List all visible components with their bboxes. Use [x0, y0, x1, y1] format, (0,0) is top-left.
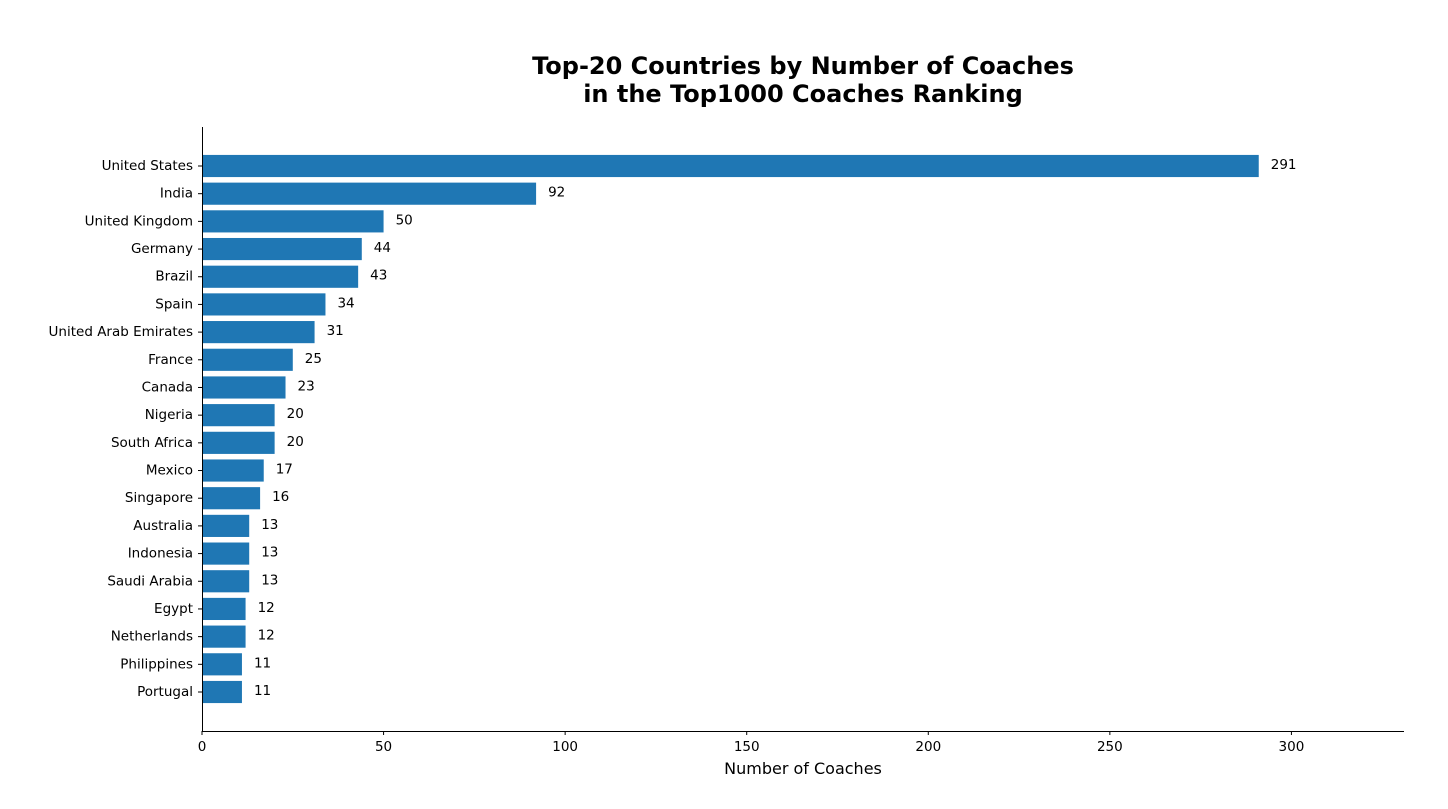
bar: [202, 237, 362, 261]
x-axis-label: Number of Coaches: [724, 759, 882, 778]
y-tick-label: United Kingdom: [85, 213, 193, 229]
data-label: 13: [261, 545, 278, 561]
data-label: 13: [261, 517, 278, 533]
x-tick-label: 50: [375, 739, 392, 755]
y-tick-label: Portugal: [137, 684, 193, 700]
x-tick-label: 300: [1279, 739, 1305, 755]
bar: [202, 625, 246, 648]
data-label: 44: [374, 240, 391, 256]
data-label: 43: [370, 268, 387, 284]
y-tick-label: Philippines: [120, 656, 193, 672]
x-tick-label: 0: [198, 739, 207, 755]
y-tick-label: Singapore: [125, 490, 193, 506]
data-label: 34: [337, 295, 354, 311]
x-tick-label: 150: [734, 739, 760, 755]
bars-group: [202, 154, 1259, 704]
y-tick-label: Netherlands: [111, 629, 193, 645]
data-labels: 291 92 50 44 43 34 31 25 23 20 20 17 16 13 13 13 12 12 11 1…: [254, 157, 1297, 699]
x-tick-label: 250: [1097, 739, 1123, 755]
data-label: 92: [548, 185, 565, 201]
bar: [202, 376, 286, 399]
data-label: 11: [254, 655, 271, 671]
x-tick-label: 100: [552, 739, 578, 755]
data-label: 17: [276, 462, 293, 478]
data-label: 31: [327, 323, 344, 339]
data-label: 12: [258, 628, 275, 644]
y-tick-label: Brazil: [155, 269, 193, 285]
data-label: 13: [261, 572, 278, 588]
data-label: 291: [1271, 157, 1297, 173]
bar: [202, 210, 384, 233]
bar: [202, 321, 315, 344]
y-tick-label: Spain: [155, 296, 193, 312]
bar: [202, 487, 261, 510]
bar: [202, 182, 537, 205]
y-tick-label: India: [160, 186, 193, 202]
chart-title-line-2: in the Top1000 Coaches Ranking: [583, 80, 1023, 108]
bar: [202, 570, 250, 593]
y-tick-label: Mexico: [146, 463, 193, 479]
bar: [202, 348, 293, 371]
y-tick-label: United Arab Emirates: [49, 324, 193, 340]
data-label: 12: [258, 600, 275, 616]
bar: [202, 265, 359, 288]
y-tick-label: Indonesia: [128, 546, 193, 562]
bar: [202, 154, 1259, 178]
bar: [202, 459, 264, 482]
bar: [202, 542, 250, 565]
x-tick-label: 200: [915, 739, 941, 755]
bar: [202, 680, 242, 704]
data-label: 11: [254, 683, 271, 699]
data-label: 25: [305, 351, 322, 367]
bar: [202, 514, 250, 537]
y-tick-label: Nigeria: [145, 407, 193, 423]
data-label: 50: [396, 212, 413, 228]
data-label: 20: [287, 434, 304, 450]
x-axis-ticks: 0 50 100 150 200 250 300: [198, 731, 1305, 755]
bar: [202, 597, 246, 621]
chart-title-line-1: Top-20 Countries by Number of Coaches: [532, 52, 1074, 80]
y-tick-label: South Africa: [111, 435, 193, 451]
y-tick-label: Saudi Arabia: [107, 573, 193, 589]
data-label: 16: [272, 489, 289, 505]
y-tick-label: Australia: [133, 518, 193, 534]
y-tick-labels: United States India United Kingdom Germany B…: [49, 158, 202, 700]
data-label: 23: [298, 378, 315, 394]
bar: [202, 431, 275, 454]
data-label: 20: [287, 406, 304, 422]
y-tick-label: Egypt: [154, 601, 193, 617]
y-tick-label: Germany: [131, 241, 193, 257]
bar: [202, 404, 275, 427]
bar: [202, 293, 326, 316]
y-tick-label: France: [148, 352, 193, 368]
bar: [202, 653, 242, 676]
y-tick-label: Canada: [142, 379, 193, 395]
y-tick-label: United States: [102, 158, 193, 174]
